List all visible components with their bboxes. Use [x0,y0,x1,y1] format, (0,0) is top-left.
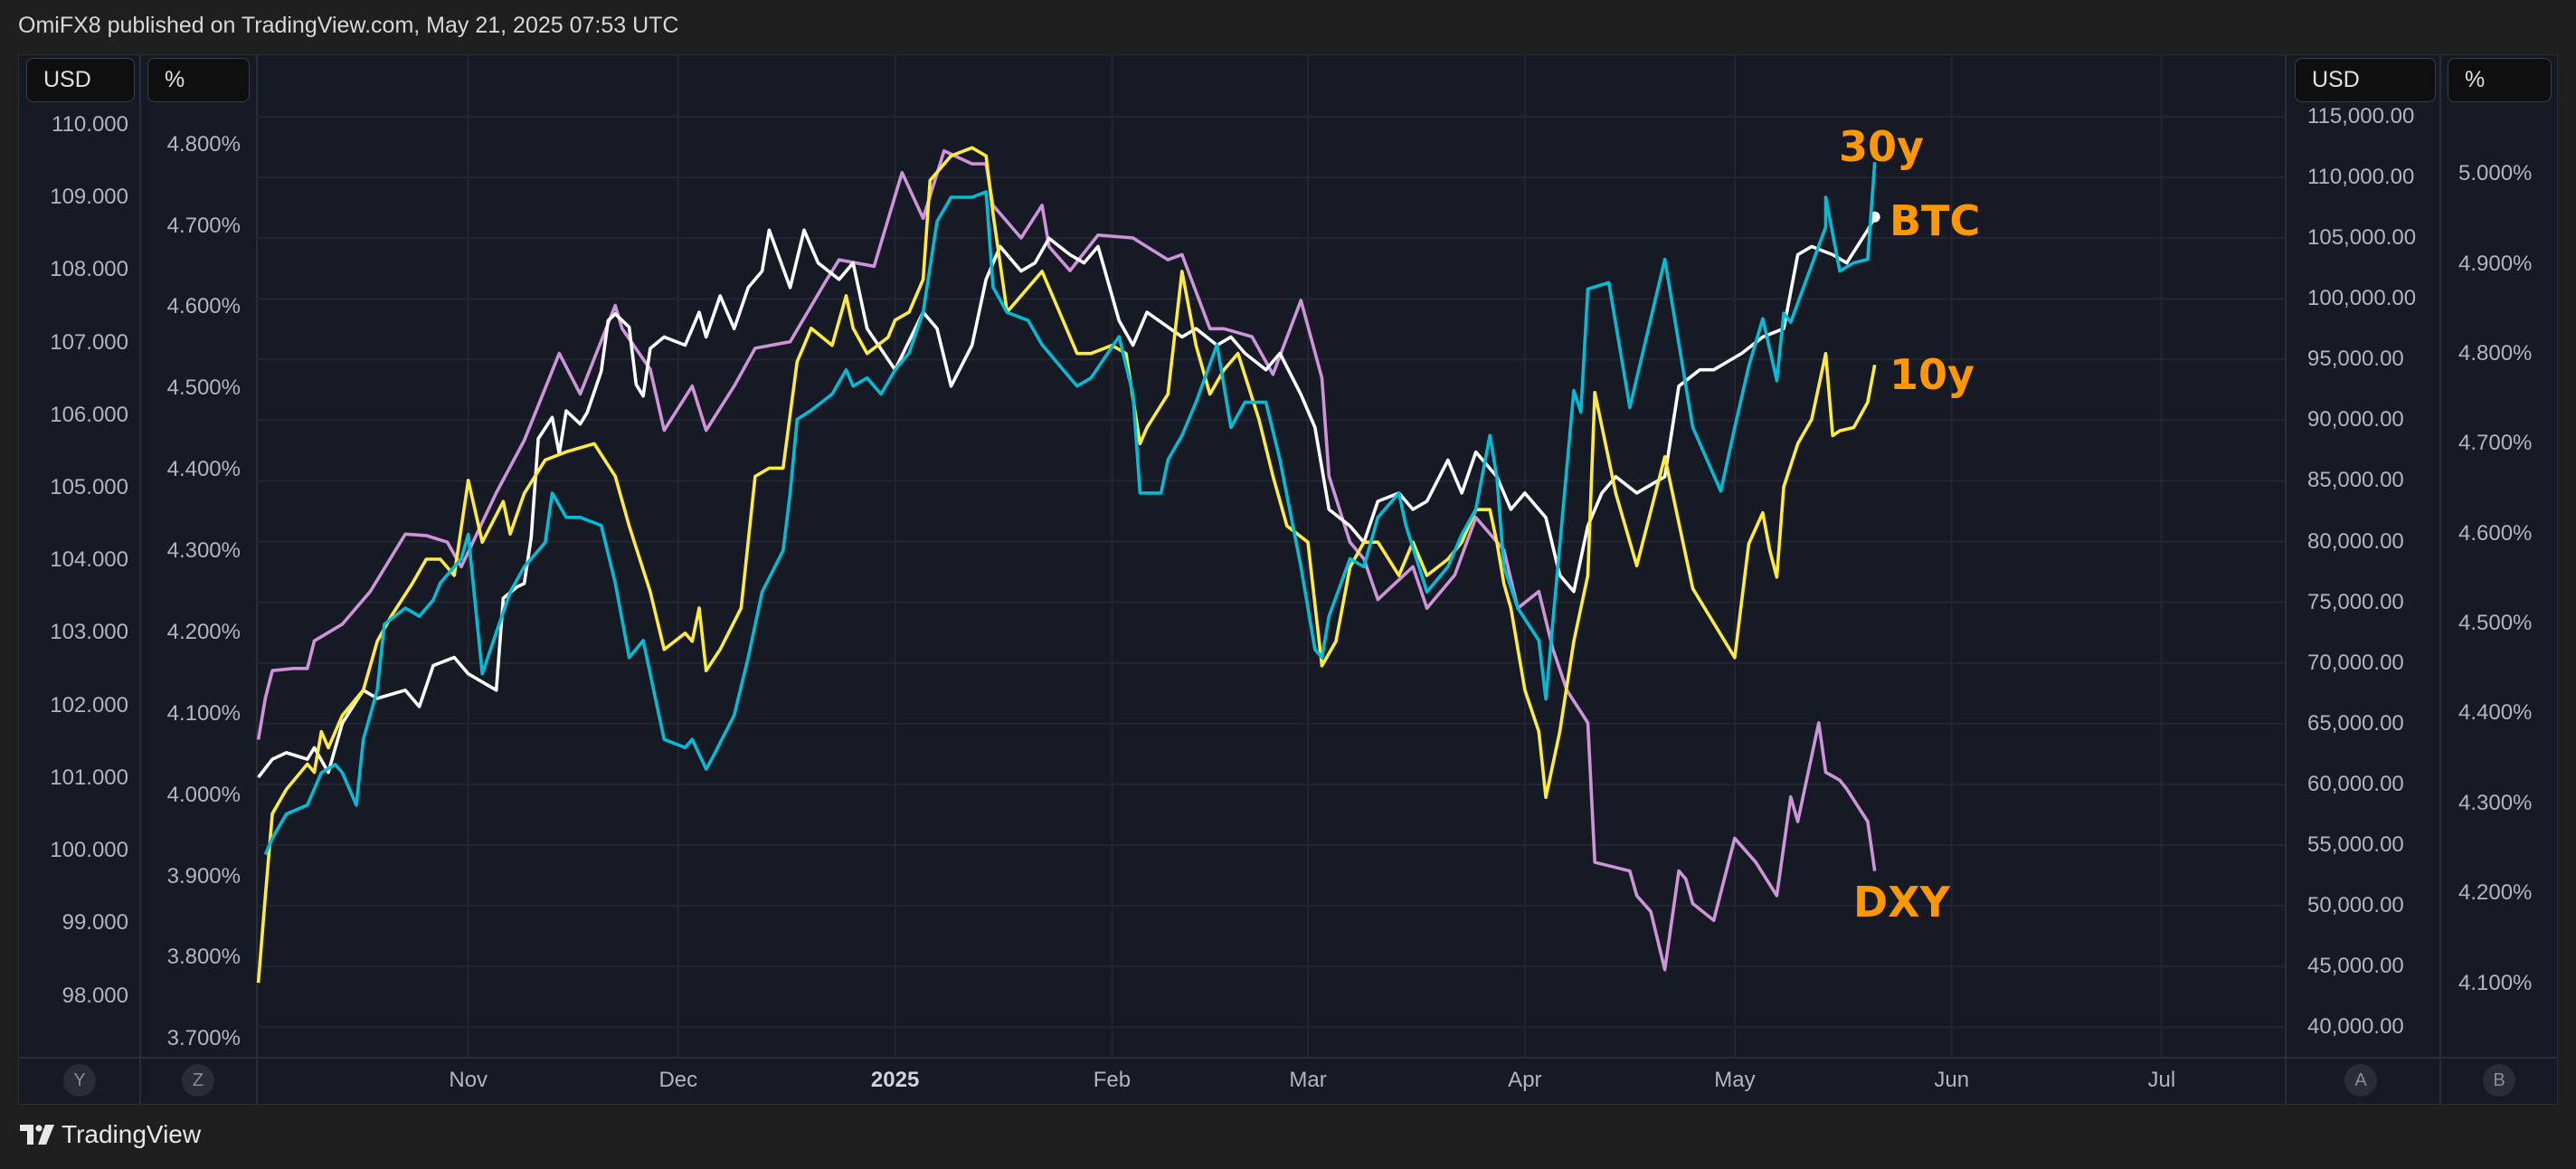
tick-label-left-usd: 99.000 [62,910,128,936]
tick-label-left-usd: 106.000 [50,402,128,427]
tick-label-right-usd: 40,000.00 [2307,1014,2404,1040]
tick-label-left-pct: 4.000% [166,782,241,807]
tick-label-left-usd: 98.000 [62,983,128,1008]
tick-label-right-pct: 4.900% [2458,251,2533,276]
tradingview-brand: TradingView [62,1120,202,1148]
tick-label-right-usd: 80,000.00 [2307,528,2404,554]
tick-label-right-usd: 100,000.00 [2307,286,2417,311]
tick-label-left-pct: 4.200% [166,619,241,644]
tick-label-left-usd: 100.000 [50,838,128,863]
tick-label-left-usd: 108.000 [50,257,128,282]
time-tick-label: Nov [449,1068,488,1092]
series-line-10y [256,146,1877,984]
axis-button-y[interactable]: Y [63,1064,96,1097]
tick-label-left-usd: 105.000 [50,474,128,499]
tick-label-right-pct: 4.100% [2458,970,2533,995]
publish-header: OmiFX8 published on TradingView.com, May… [18,13,679,38]
tick-label-right-pct: 4.300% [2458,790,2533,815]
tick-label-left-pct: 4.100% [166,700,241,726]
tick-label-left-usd: 104.000 [50,547,128,573]
tick-label-left-pct: 4.700% [166,213,241,238]
tick-label-right-usd: 50,000.00 [2307,893,2404,918]
tick-label-left-pct: 4.400% [166,457,241,482]
time-tick-label: Apr [1508,1068,1542,1092]
tick-label-right-usd: 70,000.00 [2307,650,2404,675]
left-percent-scale-badge[interactable]: % [147,58,250,102]
tick-label-left-usd: 103.000 [50,620,128,645]
series-label-30y: 30y [1839,122,1924,171]
time-tick-label: 2025 [870,1068,920,1092]
tick-label-right-pct: 4.800% [2458,340,2533,366]
time-tick-label: May [1714,1068,1756,1092]
tick-label-left-usd: 101.000 [50,765,128,790]
time-tick-label: Feb [1093,1068,1132,1092]
time-axis[interactable] [18,1057,2558,1105]
time-tick-label: Mar [1289,1068,1327,1092]
right-usd-scale-badge[interactable]: USD [2295,58,2436,102]
time-tick-label: Dec [658,1068,698,1092]
tick-label-right-pct: 4.600% [2458,520,2533,546]
tick-label-right-usd: 105,000.00 [2307,225,2417,251]
tick-label-left-pct: 3.900% [166,863,241,889]
time-tick-label: Jun [1934,1068,1970,1092]
tick-label-left-pct: 4.500% [166,375,241,401]
tick-label-right-pct: 4.200% [2458,880,2533,906]
tick-label-left-pct: 4.300% [166,538,241,564]
tick-label-left-pct: 3.700% [166,1026,241,1051]
tick-label-right-pct: 5.000% [2458,161,2533,186]
tradingview-footer[interactable]: TradingView [20,1120,201,1149]
plot-right-divider [2285,54,2287,1105]
tradingview-logo-icon [20,1125,54,1145]
axis-button-z[interactable]: Z [182,1064,214,1097]
tick-label-left-pct: 4.600% [166,294,241,319]
tick-label-right-usd: 55,000.00 [2307,832,2404,857]
series-line-30y [263,162,1877,856]
tick-label-right-usd: 65,000.00 [2307,710,2404,736]
time-tick-label: Jul [2147,1068,2176,1092]
axis-button-a[interactable]: A [2344,1064,2377,1097]
chart-plot-area[interactable]: DXY BTC 10y 30y [256,54,2285,1057]
tick-label-right-usd: 85,000.00 [2307,468,2404,493]
left-axis-divider [139,54,141,1105]
series-line-dxy [256,148,1877,972]
tick-label-left-usd: 102.000 [50,692,128,718]
right-percent-scale-badge[interactable]: % [2448,58,2552,102]
tick-label-right-usd: 95,000.00 [2307,347,2404,372]
tick-label-right-usd: 60,000.00 [2307,771,2404,796]
series-label-dxy: DXY [1853,878,1951,927]
tick-label-left-usd: 109.000 [50,185,128,210]
left-usd-scale-badge[interactable]: USD [26,58,135,102]
tick-label-right-usd: 90,000.00 [2307,407,2404,432]
series-label-10y: 10y [1889,350,1975,399]
series-line-btc [257,215,1877,779]
tick-label-right-pct: 4.700% [2458,431,2533,456]
tick-label-left-usd: 110.000 [52,111,128,137]
series-label-btc: BTC [1889,196,1980,245]
tick-label-right-usd: 75,000.00 [2307,589,2404,614]
tick-label-left-usd: 107.000 [50,329,128,355]
tick-label-right-usd: 45,000.00 [2307,954,2404,979]
axis-button-b[interactable]: B [2483,1064,2515,1097]
tick-label-right-pct: 4.500% [2458,611,2533,636]
tick-label-right-pct: 4.400% [2458,700,2533,726]
tick-label-left-pct: 3.800% [166,945,241,970]
right-axis-divider [2439,54,2441,1105]
plot-left-divider [256,54,258,1105]
tick-label-right-usd: 110,000.00 [2307,165,2415,190]
tick-label-left-pct: 4.800% [166,131,241,157]
tick-label-right-usd: 115,000.00 [2307,103,2415,128]
